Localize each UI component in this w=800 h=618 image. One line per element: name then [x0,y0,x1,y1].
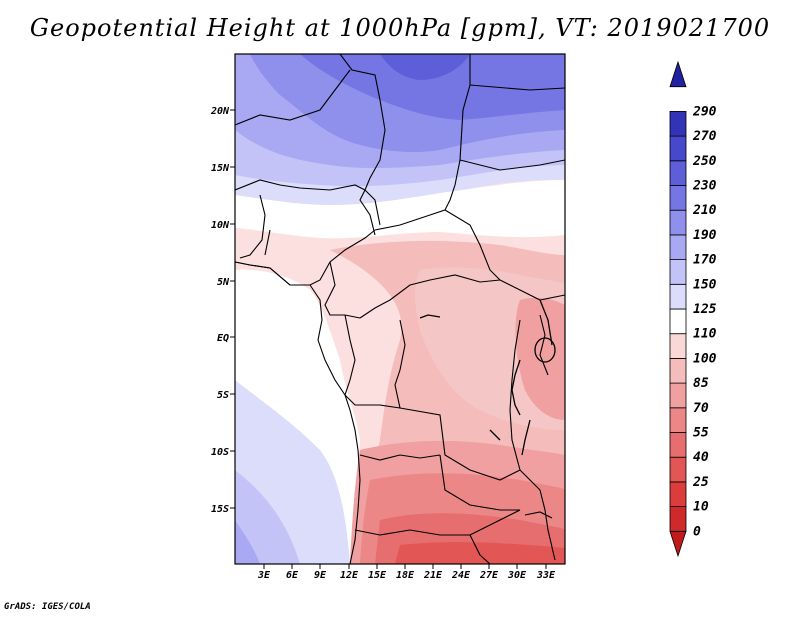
colorbar-label: 40 [693,450,709,465]
colorbar-swatch [669,209,687,236]
lat-label-5s: 5S [217,390,229,401]
colorbar-swatch [669,135,687,162]
lon-label-9e: 9E [314,570,327,581]
colorbar-swatch [669,407,687,433]
lat-label-10n: 10N [211,220,230,231]
country-borders [235,54,565,564]
colorbar-min-arrow [669,530,687,558]
colorbar-swatch [669,333,687,359]
lat-label-eq: EQ [217,333,229,344]
colorbar-label: 85 [693,376,709,391]
lon-label-24e: 24E [451,570,471,581]
lat-label-5n: 5N [217,277,230,288]
lon-label-15e: 15E [368,570,387,581]
axis-ticks [230,109,547,569]
lon-label-27e: 27E [479,570,499,581]
colorbar-label: 125 [693,302,717,317]
colorbar-label: 190 [693,228,717,243]
colorbar-swatch [669,357,687,384]
colorbar-label: 170 [693,253,717,268]
map-frame [234,53,566,565]
colorbar-label: 230 [692,179,717,194]
colorbar-label: 210 [692,203,717,218]
lat-label-10s: 10S [211,447,229,458]
latitude-axis: 20N 15N 10N 5N EQ 5S 10S 15S [210,106,230,515]
colorbar-swatch [669,160,687,186]
colorbar-label: 25 [692,475,709,490]
lon-label-12e: 12E [340,570,359,581]
lon-label-3e: 3E [257,570,271,581]
colorbar-swatch [669,259,687,285]
colorbar-label: 110 [693,327,717,342]
lakes [419,299,556,456]
lon-label-21e: 21E [423,570,443,581]
colorbar-label: 150 [693,277,717,292]
lat-label-15s: 15S [211,504,229,515]
colorbar-swatch [669,506,687,532]
colorbar-label: 100 [693,351,717,366]
longitude-axis: 3E 6E 9E 12E 15E 18E 21E 24E 27E 30E 33E [257,570,556,581]
colorbar: 0 10 25 40 55 70 85 100 110 125 150 170 190 210 230 250… [669,60,717,558]
colorbar-swatch [669,234,687,260]
lon-label-30e: 30E [507,570,527,581]
colorbar-swatch [669,308,687,335]
coastline [235,261,361,564]
lat-label-20n: 20N [210,106,230,117]
colorbar-label: 0 [693,524,701,539]
lon-label-18e: 18E [396,570,415,581]
colorbar-swatch [669,481,687,507]
lat-label-15n: 15N [211,163,230,174]
colorbar-swatch [669,185,687,211]
colorbar-swatch [669,111,687,137]
credit-text: GrADS: IGES/COLA [4,602,91,612]
colorbar-label: 55 [693,426,709,441]
colorbar-swatch [669,382,687,409]
lon-label-6e: 6E [286,570,299,581]
colorbar-label: 270 [692,129,717,144]
colorbar-label: 70 [693,401,709,416]
colorbar-swatch [669,456,687,483]
geopotential-shading [235,54,565,564]
colorbar-label: 250 [692,154,717,169]
colorbar-label: 10 [693,500,709,515]
colorbar-swatch [669,283,687,310]
colorbar-label: 290 [692,104,717,119]
colorbar-max-arrow [669,60,687,88]
lon-label-33e: 33E [536,570,556,581]
colorbar-swatch [669,432,687,458]
map-title: Geopotential Height at 1000hPa [gpm], VT… [29,14,771,42]
